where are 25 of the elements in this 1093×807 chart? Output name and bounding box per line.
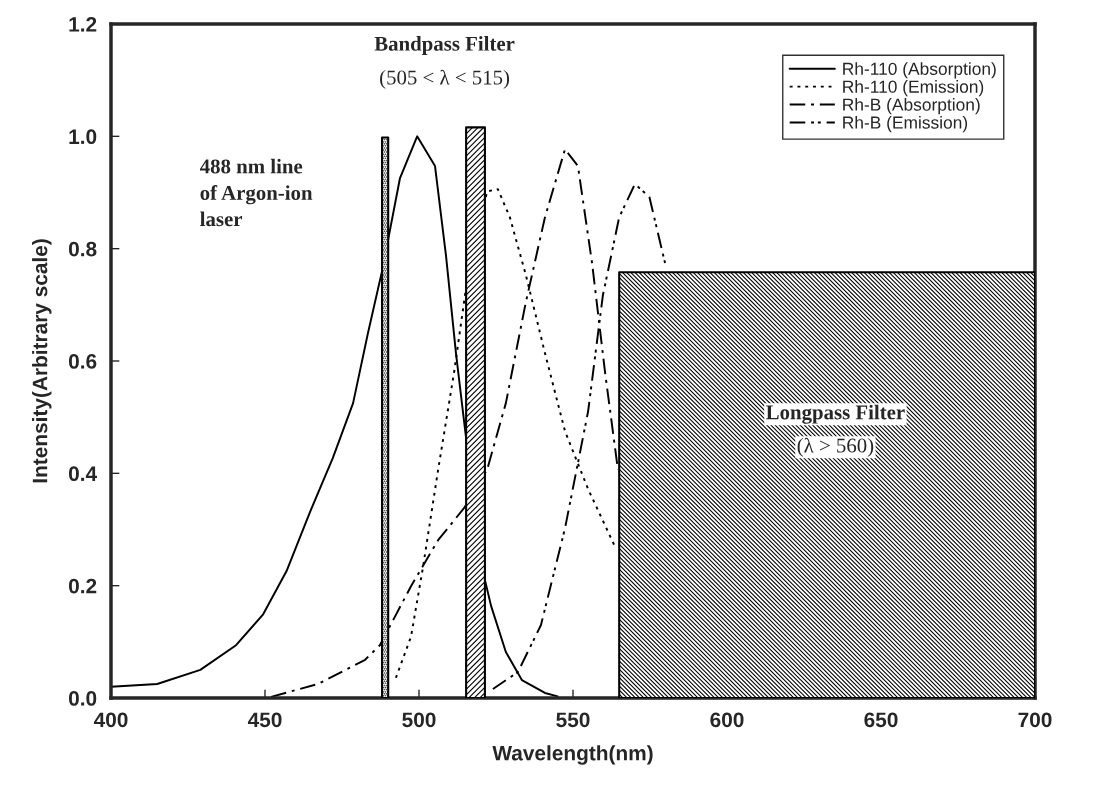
y-tick-label: 1.0: [69, 129, 97, 145]
x-tick-label: 450: [247, 712, 282, 728]
legend-label: Rh-B (Absorption): [843, 98, 980, 115]
y-axis-title: Intensity(Arbitrary scale): [32, 239, 52, 483]
y-tick-label: 0.0: [68, 691, 97, 706]
annotation: (505 < λ < 515): [380, 69, 510, 89]
legend-label: Rh-110 (Emission): [843, 80, 984, 97]
y-tick-label: 0.6: [68, 354, 97, 369]
x-tick-label: 650: [864, 712, 898, 728]
y-tick-label: 0.8: [68, 241, 97, 257]
x-tick-label: 400: [93, 712, 128, 728]
y-tick-label: 1.2: [69, 17, 97, 32]
annotation: Bandpass Filter: [374, 36, 515, 56]
y-tick-label: 0.4: [68, 466, 97, 482]
annotation: 488 nm line of Argon-ion laser: [199, 158, 313, 227]
legend-label: Rh-110 (Absorption): [843, 62, 996, 79]
legend-label: Rh-B (Emission): [843, 115, 968, 133]
annotation: (λ > 560): [797, 437, 874, 457]
x-axis-title: Wavelength(nm): [492, 745, 653, 765]
x-tick-label: 550: [556, 712, 590, 728]
x-tick-label: 500: [402, 712, 436, 728]
x-tick-label: 700: [1018, 712, 1052, 728]
y-tick-label: 0.2: [68, 578, 97, 594]
annotation: Longpass Filter: [766, 404, 905, 424]
x-tick-label: 600: [710, 712, 744, 728]
